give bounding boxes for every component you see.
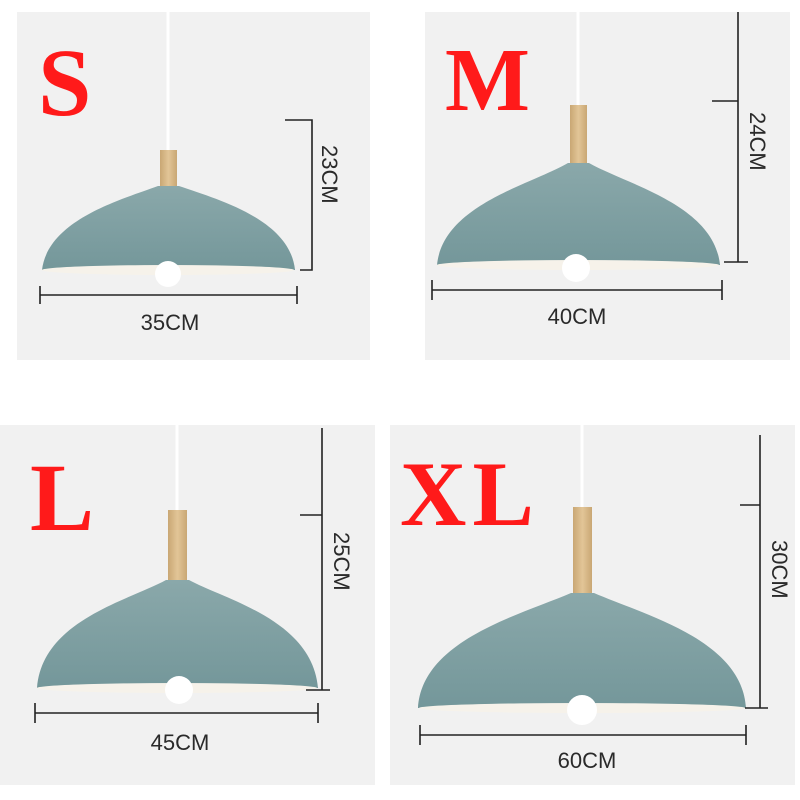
height-dimension-line xyxy=(712,12,748,263)
height-dimension-line xyxy=(285,119,313,271)
bulb xyxy=(567,695,597,725)
lamp-shade xyxy=(42,186,295,270)
height-label: 30CM xyxy=(767,540,792,599)
wood-neck xyxy=(570,105,587,165)
height-dimension-line xyxy=(300,428,330,691)
wood-neck xyxy=(160,150,177,188)
lamp-shade xyxy=(437,163,720,265)
width-label: 35CM xyxy=(141,310,200,335)
height-label: 25CM xyxy=(329,532,354,591)
width-dimension-line xyxy=(39,286,298,304)
panel-background xyxy=(17,12,370,360)
height-dimension-line xyxy=(740,435,768,709)
panel-l: L 25CM 45CM xyxy=(0,425,375,785)
width-dimension-line xyxy=(34,703,319,723)
height-label: 23CM xyxy=(317,145,342,204)
panel-s: S 23CM 35CM xyxy=(17,12,370,360)
lamp-shade xyxy=(418,593,746,708)
width-label: 45CM xyxy=(151,730,210,755)
bulb xyxy=(155,261,181,287)
width-label: 40CM xyxy=(548,304,607,329)
wood-neck xyxy=(573,507,592,595)
width-label: 60CM xyxy=(558,748,617,773)
height-label: 24CM xyxy=(745,112,770,171)
bulb xyxy=(562,254,590,282)
width-dimension-line xyxy=(431,280,723,300)
lamp-shade xyxy=(37,580,318,688)
panel-m: M 24CM 40CM xyxy=(425,12,790,360)
panel-xl: XL 30CM 60CM xyxy=(390,425,795,785)
size-label: L xyxy=(30,444,94,551)
bulb xyxy=(165,676,193,704)
size-label: S xyxy=(38,29,91,136)
width-dimension-line xyxy=(419,725,747,745)
size-label: M xyxy=(445,31,530,130)
wood-neck xyxy=(168,510,187,582)
size-label: XL xyxy=(400,443,540,545)
